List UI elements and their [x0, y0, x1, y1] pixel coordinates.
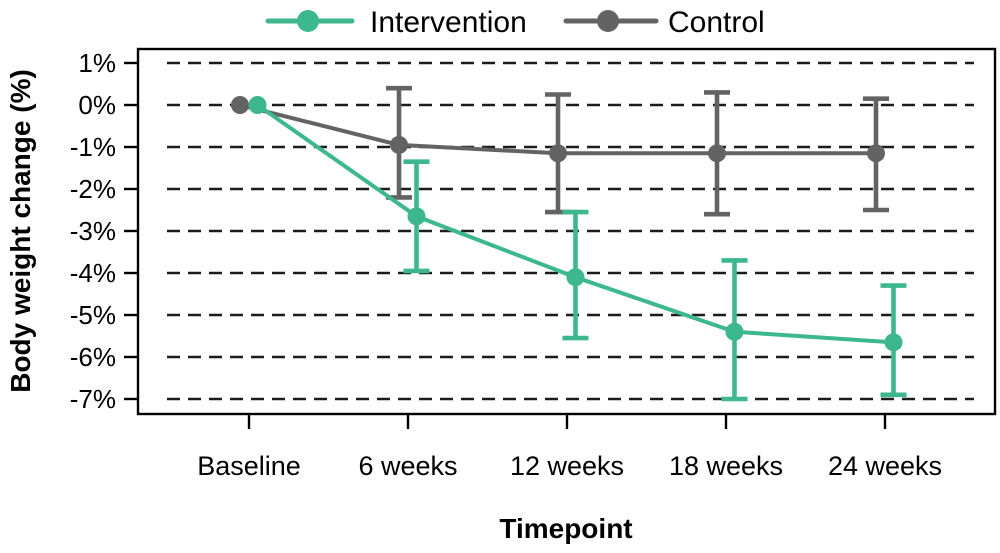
x-tick-label: 24 weeks [828, 451, 942, 481]
series-control [231, 85, 889, 217]
y-tick-label: -6% [70, 342, 116, 372]
plot-frame [136, 47, 997, 416]
data-point [867, 144, 885, 163]
y-tick-label: -2% [70, 174, 116, 204]
legend-label-intervention: Intervention [370, 6, 527, 39]
legend-label-control: Control [668, 6, 765, 39]
y-tick-label: -7% [70, 384, 116, 414]
x-tick-label: 12 weeks [510, 451, 624, 481]
x-tick-label: 18 weeks [669, 451, 783, 481]
x-axis-title: Timepoint [499, 513, 632, 544]
data-point [390, 135, 408, 154]
y-axis-title: Body weight change (%) [5, 69, 36, 393]
gridlines [167, 61, 974, 401]
data-point [725, 322, 744, 341]
legend-marker-dot-control [597, 10, 619, 32]
x-axis: Baseline 6 weeks 12 weeks 18 weeks 24 weeks [197, 414, 942, 481]
series-intervention [248, 96, 907, 402]
data-point [549, 144, 567, 163]
y-axis: 1% 0% -1% -2% -3% -4% -5% -6% -7% [70, 48, 138, 414]
data-point [884, 333, 903, 352]
legend-marker-dot-intervention [297, 10, 319, 32]
data-point [566, 268, 585, 287]
y-tick-label: -3% [70, 216, 116, 246]
y-tick-label: -4% [70, 258, 116, 288]
data-point [231, 96, 249, 114]
data-point [248, 96, 267, 114]
y-tick-label: 1% [78, 48, 116, 78]
series-layer [231, 85, 907, 402]
y-tick-label: 0% [78, 90, 116, 120]
data-point [708, 144, 726, 163]
x-tick-label: 6 weeks [358, 451, 457, 481]
data-point [407, 207, 426, 226]
x-tick-label: Baseline [197, 451, 301, 481]
y-tick-label: -5% [70, 300, 116, 330]
y-tick-label: -1% [70, 132, 116, 162]
legend: Intervention Control [265, 6, 765, 39]
